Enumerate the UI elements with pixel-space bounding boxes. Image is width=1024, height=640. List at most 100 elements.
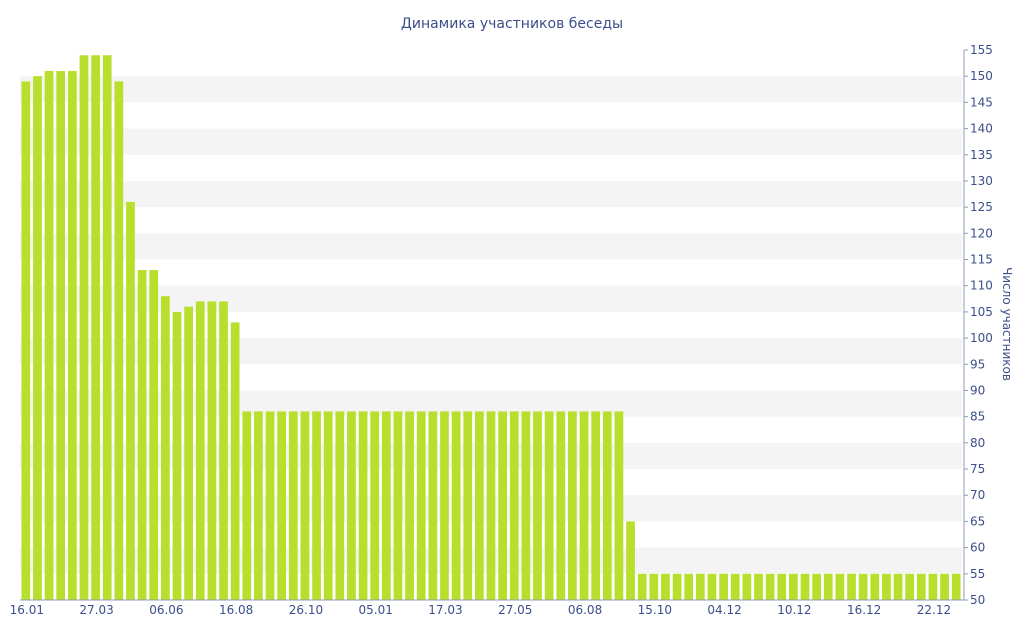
bar — [91, 55, 100, 600]
bar — [695, 573, 705, 600]
x-tick-label: 17.03 — [428, 603, 462, 617]
bar — [358, 411, 368, 600]
bar — [498, 411, 507, 600]
bar — [533, 411, 542, 600]
grid-band — [20, 128, 962, 155]
bar — [277, 411, 287, 600]
x-tick-label: 16.12 — [847, 603, 881, 617]
bars — [21, 55, 961, 600]
bar — [172, 311, 182, 600]
bar — [940, 573, 949, 600]
bar — [207, 301, 217, 600]
bar — [591, 411, 601, 600]
y-tick-label: 145 — [970, 95, 993, 109]
y-tick-label: 80 — [970, 436, 985, 450]
bar — [219, 301, 228, 600]
bar — [789, 573, 798, 600]
y-tick-label: 50 — [970, 593, 985, 607]
bar — [463, 411, 473, 600]
bar — [661, 573, 670, 600]
bar — [405, 411, 414, 600]
y-tick-label: 140 — [970, 122, 993, 136]
y-axis-label: Число участников — [1000, 267, 1014, 381]
bar — [56, 70, 66, 600]
bar — [568, 411, 577, 600]
bar — [882, 573, 891, 600]
bar — [916, 573, 926, 600]
y-tick-label: 120 — [970, 226, 993, 240]
bar — [370, 411, 380, 600]
x-tick-label: 15.10 — [638, 603, 672, 617]
bar — [184, 306, 193, 600]
bar — [928, 573, 938, 600]
y-tick-label: 155 — [970, 43, 993, 57]
bar — [137, 270, 147, 600]
bar — [847, 573, 856, 600]
bar — [102, 55, 112, 600]
x-tick-label: 05.01 — [359, 603, 393, 617]
y-tick-label: 55 — [970, 567, 985, 581]
bar — [486, 411, 496, 600]
bar — [614, 411, 624, 600]
bar — [288, 411, 298, 600]
y-tick-label: 65 — [970, 514, 985, 528]
grid-band — [20, 76, 962, 103]
bar — [754, 573, 763, 600]
bar — [44, 70, 54, 600]
bar — [602, 411, 612, 600]
bar — [195, 301, 205, 600]
grid-band — [20, 180, 962, 208]
bar — [161, 296, 170, 600]
y-tick-label: 60 — [970, 541, 985, 555]
x-tick-label: 16.08 — [219, 603, 253, 617]
bar — [637, 573, 647, 600]
bar — [21, 81, 31, 600]
bar — [649, 573, 659, 600]
bar — [126, 201, 135, 600]
bar — [858, 573, 868, 600]
bar — [951, 573, 961, 600]
bar — [742, 573, 752, 600]
y-tick-label: 135 — [970, 148, 993, 162]
y-tick-label: 95 — [970, 357, 985, 371]
bar — [416, 411, 426, 600]
x-tick-label: 27.05 — [498, 603, 532, 617]
x-tick-label: 06.06 — [149, 603, 183, 617]
x-tick-label: 10.12 — [777, 603, 811, 617]
y-tick-label: 85 — [970, 410, 985, 424]
bar — [242, 411, 252, 600]
bar — [719, 573, 728, 600]
bar — [475, 411, 484, 600]
bar — [440, 411, 449, 600]
bar — [800, 573, 810, 600]
bar — [335, 411, 345, 600]
bar — [730, 573, 740, 600]
chart-title: Динамика участников беседы — [401, 16, 623, 32]
y-tick-label: 110 — [970, 279, 993, 293]
grid-band — [20, 285, 962, 312]
bar — [149, 270, 159, 600]
bar — [707, 573, 717, 600]
x-tick-label: 04.12 — [707, 603, 741, 617]
bar — [870, 573, 880, 600]
y-tick-label: 130 — [970, 174, 993, 188]
bar — [823, 573, 833, 600]
x-tick-label: 06.08 — [568, 603, 602, 617]
bar — [428, 411, 438, 600]
bar — [544, 411, 554, 600]
bar — [381, 411, 391, 600]
bar — [509, 411, 519, 600]
bar — [905, 573, 915, 600]
bar — [626, 521, 635, 600]
bar — [579, 411, 589, 600]
bar — [114, 81, 124, 600]
bar — [79, 55, 89, 600]
y-tick-label: 70 — [970, 488, 985, 502]
y-tick-label: 125 — [970, 200, 993, 214]
bar — [835, 573, 845, 600]
y-axis: 50 55 60 65 70 75 80 85 90 95 100 105 110 115 120 125 13… — [963, 43, 993, 607]
bar — [812, 573, 821, 600]
bar — [265, 411, 275, 600]
bar — [323, 411, 333, 600]
